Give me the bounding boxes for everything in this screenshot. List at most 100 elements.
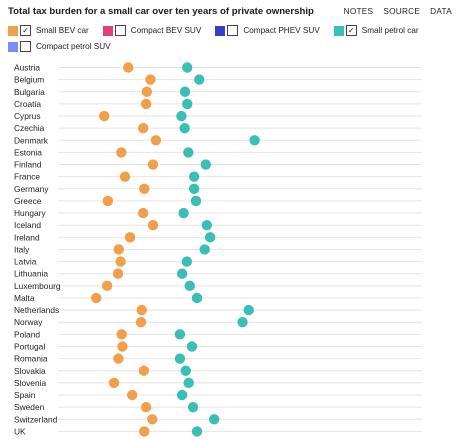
dot-small-petrol-car-norway[interactable]	[237, 317, 248, 328]
country-label-poland: Poland	[14, 329, 40, 339]
dot-small-bev-car-sweden[interactable]	[140, 401, 152, 413]
dot-small-petrol-car-belgium[interactable]	[194, 74, 205, 85]
dot-small-petrol-car-romania[interactable]	[174, 353, 186, 364]
dot-small-petrol-car-cyprus[interactable]	[176, 110, 187, 122]
dot-small-petrol-car-croatia[interactable]	[182, 98, 193, 110]
dot-small-petrol-car-uk[interactable]	[191, 426, 203, 437]
country-label-norway: Norway	[14, 317, 43, 327]
dot-small-bev-car-slovakia[interactable]	[138, 365, 150, 376]
dot-small-petrol-car-sweden[interactable]	[187, 401, 199, 413]
dot-small-petrol-car-slovakia[interactable]	[180, 365, 191, 376]
legend-item-compact-petrol-suv[interactable]: Compact petrol SUV	[8, 41, 111, 52]
dot-small-petrol-car-finland[interactable]	[200, 159, 211, 170]
legend-item-compact-bev-suv[interactable]: Compact BEV SUV	[102, 25, 201, 36]
checkbox-empty-icon[interactable]	[227, 25, 239, 36]
dot-small-petrol-car-germany[interactable]	[188, 183, 200, 194]
country-label-netherlands: Netherlands	[14, 305, 59, 315]
dot-small-petrol-car-luxembourg[interactable]	[184, 280, 195, 292]
dot-small-bev-car-uk[interactable]	[139, 426, 150, 437]
dot-small-bev-car-norway[interactable]	[135, 317, 147, 328]
country-label-iceland: Iceland	[14, 220, 41, 230]
dot-small-petrol-car-slovenia[interactable]	[183, 377, 194, 389]
dot-small-bev-car-spain[interactable]	[127, 389, 138, 401]
dot-small-bev-car-italy[interactable]	[113, 244, 124, 255]
legend-item-compact-phev-suv[interactable]: Compact PHEV SUV	[215, 25, 320, 36]
country-label-czechia: Czechia	[14, 123, 45, 133]
legend-swatch	[333, 25, 344, 36]
country-label-hungary: Hungary	[14, 208, 46, 218]
dot-small-bev-car-belgium[interactable]	[145, 74, 156, 85]
legend-swatch	[8, 41, 18, 52]
checkbox-empty-icon[interactable]	[20, 41, 31, 52]
dot-small-petrol-car-italy[interactable]	[199, 244, 210, 255]
country-label-greece: Greece	[14, 196, 42, 206]
country-label-france: France	[14, 172, 40, 182]
dot-small-petrol-car-malta[interactable]	[191, 292, 203, 304]
checkbox-empty-icon[interactable]	[114, 25, 126, 36]
country-label-luxembourg: Luxembourg	[14, 281, 61, 291]
country-label-spain: Spain	[14, 390, 36, 400]
dot-small-bev-car-germany[interactable]	[139, 183, 150, 194]
dot-small-petrol-car-hungary[interactable]	[178, 207, 189, 219]
dot-small-petrol-car-denmark[interactable]	[249, 135, 260, 146]
data-link[interactable]: DATA	[430, 7, 452, 16]
checkbox-checked-icon[interactable]: ✓	[20, 25, 31, 36]
country-label-switzerland: Switzerland	[14, 414, 58, 424]
dot-small-bev-car-slovenia[interactable]	[108, 377, 120, 389]
country-label-lithuania: Lithuania	[14, 269, 48, 279]
dot-small-bev-car-lithuania[interactable]	[112, 268, 124, 279]
dot-small-petrol-car-france[interactable]	[188, 171, 200, 182]
notes-link[interactable]: NOTES	[343, 7, 374, 16]
dot-small-petrol-car-estonia[interactable]	[183, 147, 194, 158]
dot-small-bev-car-luxembourg[interactable]	[101, 280, 113, 292]
dot-small-petrol-car-bulgaria[interactable]	[179, 86, 191, 97]
country-label-belgium: Belgium	[14, 75, 44, 85]
dot-small-bev-car-estonia[interactable]	[116, 147, 127, 158]
country-label-croatia: Croatia	[14, 99, 41, 109]
dot-small-bev-car-ireland[interactable]	[124, 232, 136, 243]
dot-small-bev-car-finland[interactable]	[147, 159, 159, 170]
dot-small-bev-car-netherlands[interactable]	[136, 304, 147, 316]
legend-label: Small BEV car	[36, 26, 89, 35]
dot-small-bev-car-latvia[interactable]	[115, 256, 126, 267]
dot-small-petrol-car-austria[interactable]	[182, 62, 193, 73]
dot-small-petrol-car-latvia[interactable]	[181, 256, 193, 267]
country-label-bulgaria: Bulgaria	[14, 87, 45, 97]
dot-small-bev-car-romania[interactable]	[113, 353, 124, 364]
dot-small-bev-car-denmark[interactable]	[150, 135, 162, 146]
dot-small-bev-car-austria[interactable]	[123, 62, 134, 73]
dot-small-bev-car-portugal[interactable]	[117, 341, 128, 352]
country-label-denmark: Denmark	[14, 135, 49, 145]
dot-small-petrol-car-lithuania[interactable]	[176, 268, 188, 279]
dot-small-petrol-car-ireland[interactable]	[204, 232, 216, 243]
dot-small-bev-car-hungary[interactable]	[137, 207, 149, 219]
legend-label: Compact PHEV SUV	[243, 26, 320, 35]
country-label-slovakia: Slovakia	[14, 366, 46, 376]
dot-small-bev-car-iceland[interactable]	[147, 219, 159, 231]
dot-small-bev-car-france[interactable]	[119, 171, 131, 182]
dot-small-bev-car-malta[interactable]	[91, 292, 102, 304]
dot-small-petrol-car-netherlands[interactable]	[243, 304, 254, 316]
legend-label: Compact petrol SUV	[36, 42, 111, 51]
legend-item-small-bev-car[interactable]: ✓ Small BEV car	[8, 25, 89, 36]
dot-small-bev-car-bulgaria[interactable]	[141, 86, 153, 97]
dot-small-bev-car-poland[interactable]	[116, 329, 127, 340]
dot-small-bev-car-greece[interactable]	[102, 195, 114, 207]
dot-small-bev-car-switzerland[interactable]	[147, 414, 158, 425]
dot-small-bev-car-croatia[interactable]	[140, 98, 152, 110]
dot-small-petrol-car-iceland[interactable]	[201, 219, 213, 231]
dot-small-petrol-car-portugal[interactable]	[186, 341, 198, 352]
legend-item-small-petrol-car[interactable]: ✓ Small petrol car	[333, 25, 419, 36]
source-link[interactable]: SOURCE	[383, 7, 421, 16]
legend-swatch	[215, 25, 226, 36]
country-label-romania: Romania	[14, 354, 48, 364]
checkbox-checked-icon[interactable]: ✓	[345, 25, 357, 36]
dot-small-bev-car-czechia[interactable]	[137, 122, 149, 134]
country-label-ireland: Ireland	[14, 232, 40, 242]
dot-small-petrol-car-switzerland[interactable]	[208, 414, 220, 425]
dot-small-petrol-car-czechia[interactable]	[179, 122, 190, 134]
dot-small-petrol-car-poland[interactable]	[174, 329, 186, 340]
dot-small-bev-car-cyprus[interactable]	[99, 110, 110, 122]
dot-small-petrol-car-greece[interactable]	[190, 195, 202, 207]
dot-small-petrol-car-spain[interactable]	[176, 389, 188, 401]
